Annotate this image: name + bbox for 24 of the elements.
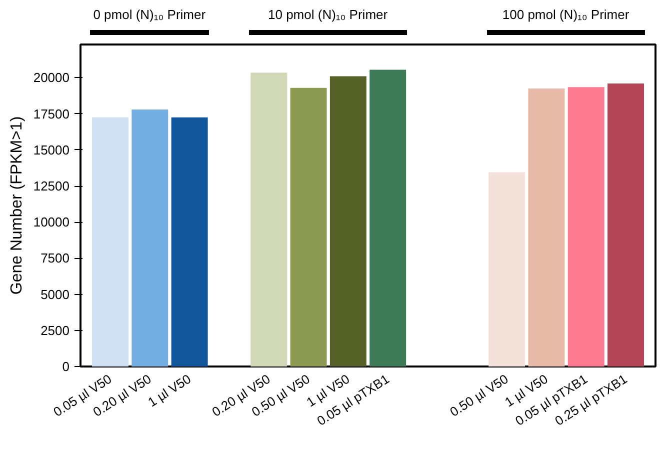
y-axis-title: Gene Number (FPKM>1) xyxy=(8,116,26,295)
y-tick-label: 7500 xyxy=(40,250,70,266)
text: 10 pmol (N)₁₀ Primer xyxy=(267,6,389,24)
y-tick-label: 0 xyxy=(62,359,70,374)
bar xyxy=(250,72,288,366)
bar xyxy=(528,88,565,366)
y-tick-label: 10000 xyxy=(33,214,70,230)
bar xyxy=(370,70,406,366)
y-tick-label: 12500 xyxy=(33,178,70,194)
y-tick-label: 2500 xyxy=(40,322,70,338)
bar xyxy=(608,83,644,366)
bar xyxy=(290,88,327,366)
y-tick-label: 5000 xyxy=(40,286,70,302)
bar xyxy=(488,172,526,366)
bar xyxy=(330,76,366,366)
bar xyxy=(568,87,604,366)
text: 0 pmol (N)₁₀ Primer xyxy=(92,6,207,24)
bar xyxy=(132,109,168,366)
y-tick-label: 20000 xyxy=(33,70,70,86)
bar xyxy=(171,117,208,366)
bar xyxy=(92,117,128,366)
y-tick-label: 15000 xyxy=(33,142,70,158)
text: 100 pmol (N)₁₀ Primer xyxy=(501,6,630,24)
y-tick-label: 17500 xyxy=(33,106,70,122)
